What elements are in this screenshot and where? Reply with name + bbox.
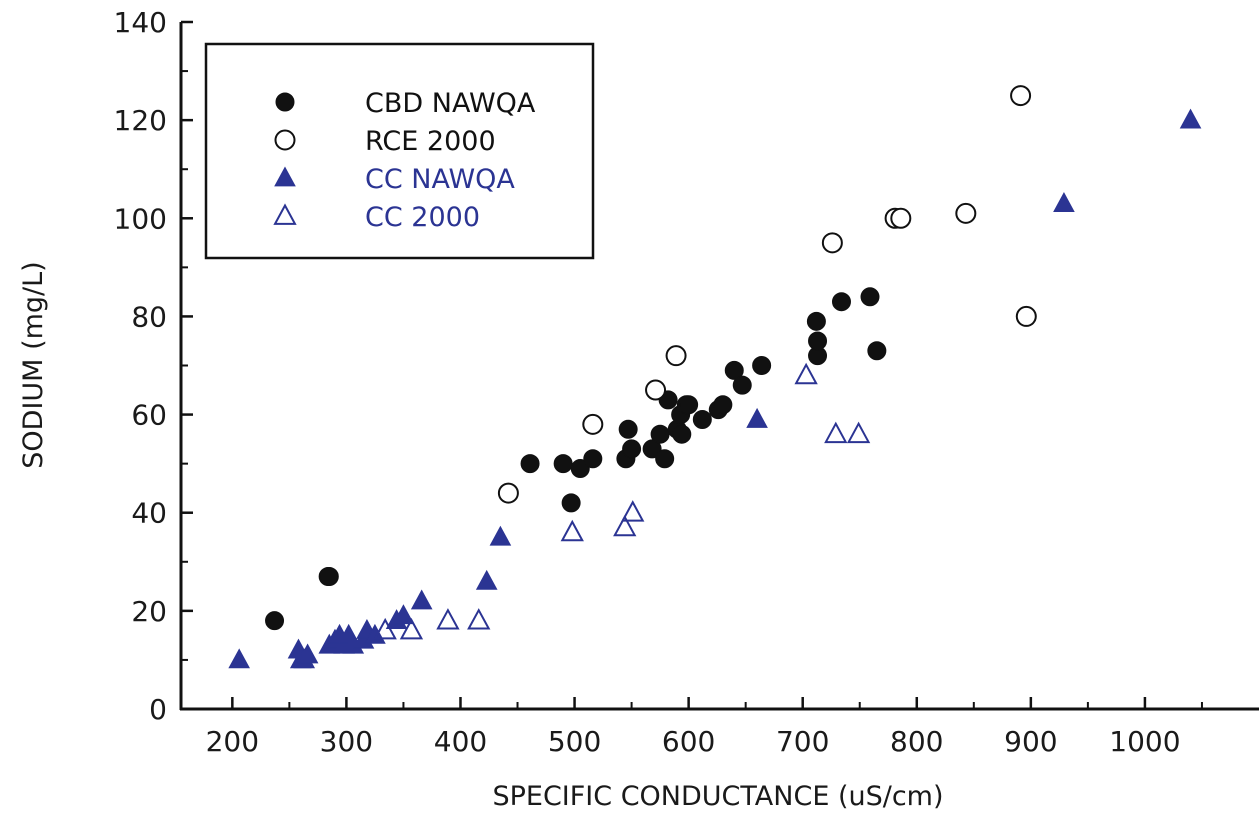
- data-point: [228, 648, 250, 669]
- y-tick-label: 40: [131, 497, 167, 530]
- legend: CBD NAWQA RCE 2000 CC NAWQA CC 2000: [204, 42, 595, 260]
- data-point: [621, 500, 645, 522]
- data-point: [824, 421, 848, 444]
- data-point: [860, 287, 880, 307]
- data-point: [831, 292, 851, 312]
- series-cc-2000: [373, 362, 871, 640]
- x-tick-label: 800: [890, 725, 943, 758]
- data-point: [553, 454, 573, 474]
- data-point: [582, 413, 604, 435]
- y-tick-label: 100: [114, 202, 167, 235]
- data-point: [410, 589, 433, 610]
- x-tick-label: 900: [1004, 725, 1057, 758]
- data-point: [724, 360, 744, 380]
- data-point: [642, 439, 662, 459]
- data-point: [955, 202, 977, 224]
- data-point: [645, 379, 667, 401]
- data-point: [560, 519, 584, 542]
- data-point: [665, 345, 687, 367]
- data-point: [713, 395, 733, 415]
- x-tick-label: 700: [776, 725, 829, 758]
- data-point: [821, 232, 843, 254]
- y-tick-label: 20: [131, 595, 167, 628]
- data-point: [392, 604, 415, 625]
- y-tick-label: 140: [114, 6, 167, 39]
- data-point: [806, 311, 826, 331]
- data-point: [296, 643, 319, 664]
- data-point: [265, 611, 285, 631]
- data-point: [373, 617, 397, 640]
- data-point: [475, 569, 498, 590]
- data-points: [228, 85, 1202, 669]
- legend-marker: [275, 92, 295, 112]
- data-point: [622, 439, 642, 459]
- y-tick-label: 80: [131, 300, 167, 333]
- data-point: [1179, 108, 1202, 129]
- series-cbd-nawqa: [265, 287, 887, 631]
- legend-marker: [273, 203, 297, 225]
- y-tick-label: 0: [149, 693, 167, 726]
- data-point: [436, 608, 460, 630]
- data-point: [672, 424, 692, 444]
- x-tick-label: 200: [206, 725, 259, 758]
- data-point: [618, 419, 638, 439]
- legend-label: CC NAWQA: [365, 164, 515, 195]
- data-point: [867, 341, 887, 361]
- legend-label: CC 2000: [365, 202, 480, 233]
- data-point: [808, 331, 828, 351]
- data-point: [846, 421, 871, 444]
- x-tick-label: 600: [662, 725, 715, 758]
- y-axis-title: SODIUM (mg/L): [18, 261, 49, 468]
- axes: 0 20 40 60 80 100 120 140 200 300 400 500 600 700 800 9…: [114, 6, 1259, 758]
- legend-marker: [274, 129, 296, 151]
- data-point: [489, 525, 512, 546]
- y-tick-label: 120: [114, 104, 167, 137]
- data-point: [692, 409, 712, 429]
- data-point: [520, 454, 540, 474]
- legend-box: [204, 42, 595, 260]
- data-point: [732, 375, 752, 395]
- x-tick-label: 1000: [1109, 725, 1180, 758]
- x-tick-label: 400: [434, 725, 487, 758]
- series-rce-2000: [497, 85, 1037, 504]
- legend-label: CBD NAWQA: [365, 88, 536, 119]
- legend-marker: [274, 166, 296, 187]
- data-point: [561, 493, 581, 513]
- data-point: [497, 482, 519, 504]
- data-point: [794, 362, 818, 385]
- data-point: [890, 207, 912, 229]
- data-point: [570, 459, 590, 479]
- y-tick-label: 60: [131, 399, 167, 432]
- data-point: [655, 449, 675, 469]
- data-point: [650, 424, 670, 444]
- data-point: [583, 449, 603, 469]
- data-point: [1053, 192, 1075, 212]
- x-tick-label: 300: [320, 725, 373, 758]
- series-cc-nawqa: [228, 108, 1202, 669]
- x-tick-label: 500: [548, 725, 601, 758]
- data-point: [467, 608, 491, 630]
- data-point: [746, 407, 768, 428]
- data-point: [613, 514, 637, 537]
- data-point: [679, 395, 699, 415]
- data-point: [752, 356, 772, 375]
- data-point: [1010, 85, 1032, 107]
- x-axis-title: SPECIFIC CONDUCTANCE (uS/cm): [492, 781, 943, 812]
- legend-label: RCE 2000: [365, 126, 496, 157]
- data-point: [319, 567, 339, 587]
- data-point: [1015, 305, 1037, 327]
- data-point: [399, 617, 424, 640]
